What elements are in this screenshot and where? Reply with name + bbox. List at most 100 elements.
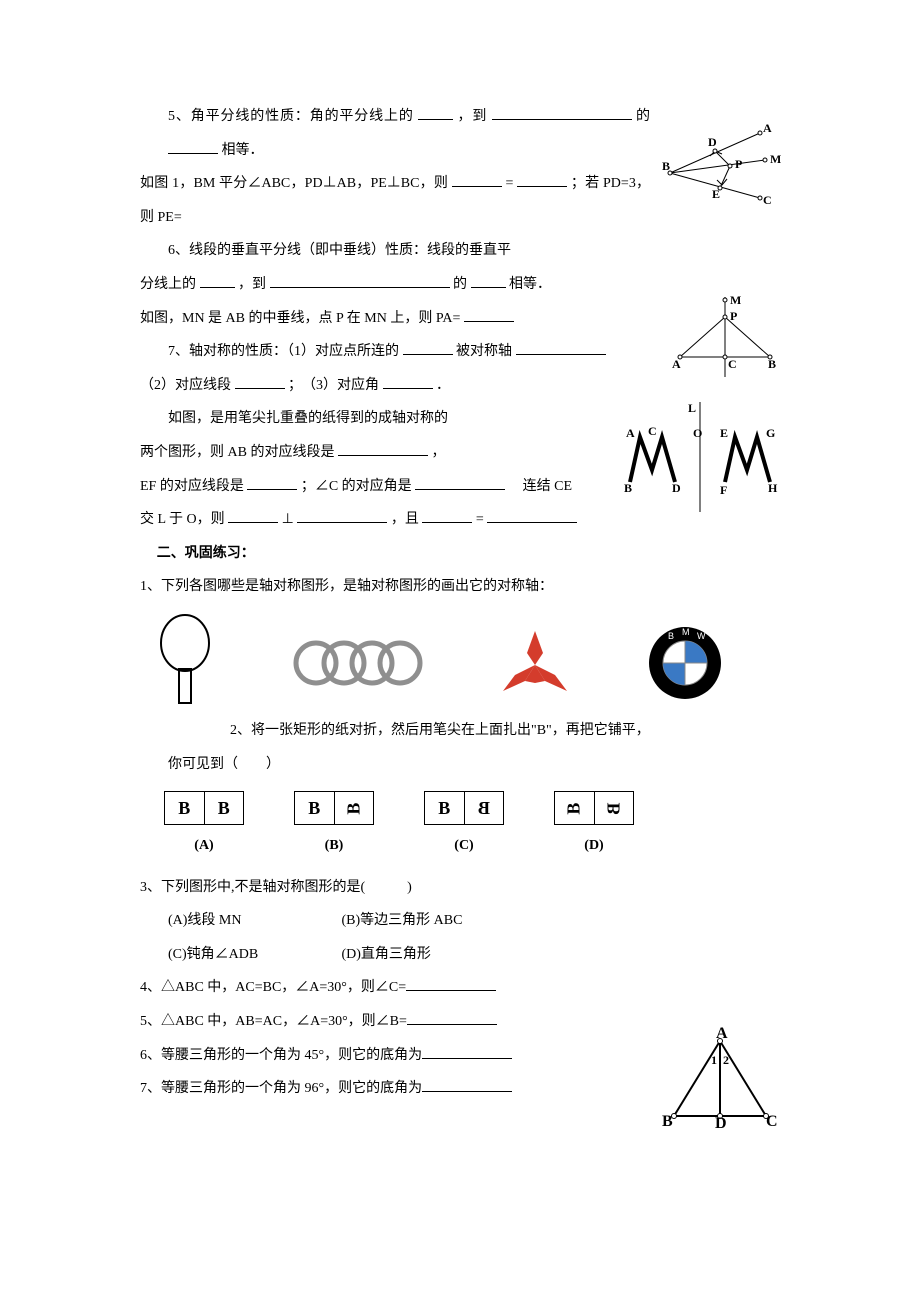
option-label: (C)	[424, 829, 504, 863]
q7-text: 如图，是用笔尖扎重叠的纸得到的成轴对称的	[168, 411, 448, 426]
blank	[383, 374, 433, 389]
q3-opt-C: (C)钝角∠ADB	[168, 938, 338, 972]
q7-text: 两个图形，则 AB 的对应线段是	[140, 445, 334, 460]
q7-text: （2）对应线段	[140, 378, 231, 393]
q7-text: 交 L 于 O，则	[140, 512, 225, 527]
option-D: B B (D)	[554, 791, 634, 863]
glyph: B	[438, 787, 450, 830]
blank	[270, 273, 450, 288]
blank	[487, 508, 577, 523]
paddle-logo	[140, 618, 230, 708]
practice-q4: 4、△ABC 中，AC=BC，∠A=30°，则∠C=	[140, 971, 780, 1005]
blank	[407, 1010, 497, 1025]
q6-line2: 分线上的 ，到 的 相等．	[140, 268, 780, 302]
q5-text: ，到	[458, 109, 488, 124]
practice-q6: 6、等腰三角形的一个角为 45°，则它的底角为	[140, 1039, 780, 1073]
label-D: D	[715, 1115, 727, 1132]
blank	[464, 307, 514, 322]
q7-text: =	[476, 512, 484, 527]
q7-text: ．	[436, 378, 450, 393]
glyph: B	[553, 802, 596, 814]
practice-q7: 7、等腰三角形的一个角为 96°，则它的底角为	[140, 1072, 780, 1106]
q7-text: ，	[431, 445, 445, 460]
q6-text: 的	[453, 277, 467, 292]
mitsubishi-logo	[490, 618, 580, 708]
option-A: B B (A)	[164, 791, 244, 863]
q7-text: EF 的对应线段是	[140, 479, 244, 494]
q5-text: 相等．	[222, 143, 264, 158]
blank	[422, 1077, 512, 1092]
q7-text: 连结 CE	[509, 479, 572, 494]
q5-line1: 5、角平分线的性质：角的平分线上的 ，到 的 相等．	[140, 100, 780, 167]
logos-row: B M W	[140, 618, 780, 708]
q7-line5: EF 的对应线段是 ；∠C 的对应角是 连结 CE	[140, 470, 780, 504]
blank	[403, 340, 453, 355]
q7-text: ⊥	[282, 512, 294, 527]
option-label: (B)	[294, 829, 374, 863]
blank	[200, 273, 235, 288]
q5-text: 如图 1，BM 平分∠ABC，PD⊥AB，PE⊥BC，则	[140, 176, 448, 191]
blank	[471, 273, 506, 288]
blank	[247, 475, 297, 490]
q3-opt-B: (B)等边三角形 ABC	[342, 913, 463, 928]
q3-row1: (A)线段 MN (B)等边三角形 ABC	[140, 904, 780, 938]
blank	[517, 172, 567, 187]
svg-text:B: B	[668, 631, 674, 641]
q7-text: 被对称轴	[456, 344, 512, 359]
blank	[297, 508, 387, 523]
q5-text: 的	[636, 109, 650, 124]
q7-text: ； （3）对应角	[288, 378, 379, 393]
q3-opt-A: (A)线段 MN	[168, 904, 338, 938]
blank	[452, 172, 502, 187]
q5-text: =	[506, 176, 514, 191]
practice-q1: 1、下列各图哪些是轴对称图形，是轴对称图形的画出它的对称轴：	[140, 570, 780, 604]
glyph: B	[218, 787, 230, 830]
blank	[415, 475, 505, 490]
q7-line1: 7、轴对称的性质：（1）对应点所连的 被对称轴	[140, 335, 780, 369]
q2-text: 2、将一张矩形的纸对折，然后用笔尖在上面扎出"B"，再把它铺平，	[230, 723, 650, 738]
q7-line3: 如图，是用笔尖扎重叠的纸得到的成轴对称的	[140, 402, 780, 436]
glyph: B	[332, 802, 375, 814]
q7-line2: （2）对应线段 ； （3）对应角 ．	[140, 369, 780, 403]
q3-opt-D: (D)直角三角形	[342, 947, 431, 962]
blank	[422, 508, 472, 523]
q6-text: ，到	[238, 277, 266, 292]
q6-line3: 如图，MN 是 AB 的中垂线，点 P 在 MN 上，则 PA=	[140, 302, 780, 336]
q7b-text: 7、等腰三角形的一个角为 96°，则它的底角为	[140, 1081, 422, 1096]
blank	[418, 105, 453, 120]
practice-q2-line1: 2、将一张矩形的纸对折，然后用笔尖在上面扎出"B"，再把它铺平，	[140, 714, 780, 748]
blank	[406, 976, 496, 991]
q7-line6: 交 L 于 O，则 ⊥ ，且 =	[140, 503, 780, 537]
blank	[492, 105, 632, 120]
svg-text:M: M	[682, 627, 690, 637]
label-C: C	[766, 1113, 778, 1130]
q6-text: 如图，MN 是 AB 的中垂线，点 P 在 MN 上，则 PA=	[140, 311, 460, 326]
q7-text: 7、轴对称的性质：（1）对应点所连的	[168, 344, 399, 359]
q6-line1: 6、线段的垂直平分线（即中垂线）性质：线段的垂直平	[140, 234, 780, 268]
q5-line2: 如图 1，BM 平分∠ABC，PD⊥AB，PE⊥BC，则 = ；若 PD=3，则…	[140, 167, 780, 234]
glyph: B	[178, 787, 190, 830]
practice-q3-stem: 3、下列图形中,不是轴对称图形的是( )	[140, 871, 780, 905]
section2-header: 二、巩固练习：	[140, 537, 780, 571]
practice-q2-line2: 你可见到（ ）	[140, 748, 780, 782]
glyph: B	[592, 802, 635, 814]
q6b-text: 6、等腰三角形的一个角为 45°，则它的底角为	[140, 1048, 422, 1063]
option-B: B B (B)	[294, 791, 374, 863]
blank	[338, 441, 428, 456]
q3-row2: (C)钝角∠ADB (D)直角三角形	[140, 938, 780, 972]
label-B: B	[662, 1113, 673, 1130]
q5-text: 5、角平分线的性质：角的平分线上的	[168, 109, 414, 124]
svg-text:W: W	[697, 631, 706, 641]
blank	[228, 508, 278, 523]
option-label: (A)	[164, 829, 244, 863]
q6-text: 6、线段的垂直平分线（即中垂线）性质：线段的垂直平	[168, 243, 511, 258]
option-label: (D)	[554, 829, 634, 863]
audi-logo	[290, 618, 430, 708]
option-C: B B (C)	[424, 791, 504, 863]
blank	[422, 1044, 512, 1059]
blank	[168, 139, 218, 154]
q5b-text: 5、△ABC 中，AB=AC，∠A=30°，则∠B=	[140, 1014, 407, 1029]
q7-line4: 两个图形，则 AB 的对应线段是 ，	[140, 436, 780, 470]
blank	[235, 374, 285, 389]
q6-text: 相等．	[509, 277, 551, 292]
